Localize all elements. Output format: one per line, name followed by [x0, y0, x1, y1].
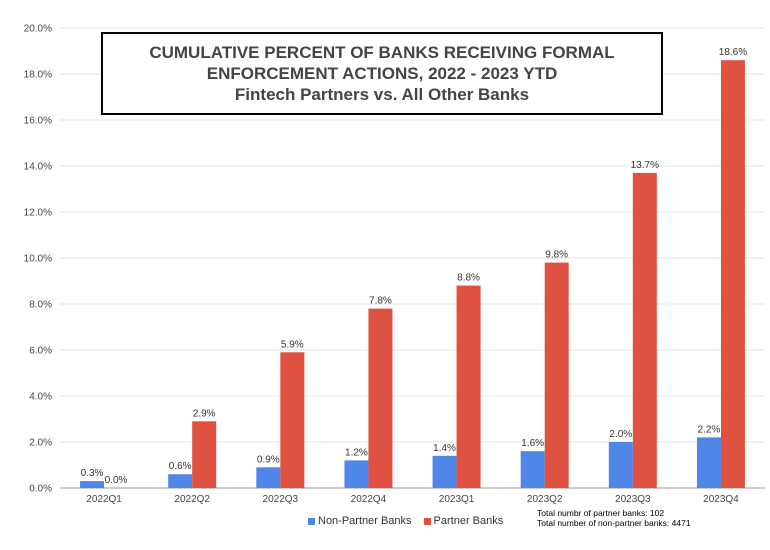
- bar-partner: [632, 172, 657, 488]
- data-label-partner: 2.9%: [193, 408, 216, 419]
- y-tick-label: 20.0%: [24, 24, 52, 35]
- legend-label-partner: Partner Banks: [433, 515, 504, 527]
- bar-partner: [192, 421, 217, 488]
- legend-item-non-partner: Non-Partner Banks: [308, 515, 412, 527]
- y-tick-label: 16.0%: [24, 116, 52, 127]
- chart-title-line-2: ENFORCEMENT ACTIONS, 2022 - 2023 YTD: [206, 64, 558, 83]
- legend: Non-Partner Banks Partner Banks: [308, 515, 515, 527]
- bar-non-partner: [520, 451, 545, 488]
- data-label-partner: 5.9%: [281, 339, 304, 350]
- bar-non-partner: [608, 442, 633, 488]
- note-non-partner-count: Total number of non-partner banks: 4471: [537, 518, 691, 528]
- bar-partner: [368, 308, 393, 488]
- data-label-non-partner: 1.2%: [345, 447, 368, 458]
- bar-non-partner: [256, 467, 281, 488]
- y-tick-label: 8.0%: [29, 300, 52, 311]
- bar-non-partner: [696, 437, 721, 488]
- legend-label-non-partner: Non-Partner Banks: [318, 515, 412, 527]
- bar-partner: [720, 60, 745, 488]
- data-label-partner: 0.0%: [105, 475, 128, 486]
- note-partner-count: Total numbr of partner banks: 102: [537, 508, 665, 518]
- bar-non-partner: [344, 460, 369, 488]
- data-labels: 0.3%0.0% 0.6% 2.9% 0.9% 5.9% 1.2% 7.8% 1.4% 8.8%…: [81, 47, 748, 486]
- y-tick-label: 4.0%: [29, 392, 52, 403]
- bar-partner: [280, 352, 305, 488]
- legend-swatch-partner: [423, 517, 431, 525]
- x-axis-ticks: 2022Q1 2022Q2 2022Q3 2022Q4 2023Q1 2023Q2 2023…: [86, 494, 739, 505]
- chart-notes: Total numbr of partner banks: 102 Total …: [537, 508, 691, 528]
- data-label-non-partner: 1.6%: [521, 438, 544, 449]
- y-tick-label: 0.0%: [29, 484, 52, 495]
- y-tick-label: 2.0%: [29, 438, 52, 449]
- data-label-non-partner: 0.3%: [81, 468, 104, 479]
- legend-swatch-non-partner: [308, 517, 315, 525]
- y-tick-label: 6.0%: [29, 346, 52, 357]
- y-tick-label: 18.0%: [24, 70, 52, 81]
- x-tick-label: 2022Q4: [351, 494, 387, 505]
- y-axis-ticks: 0.0% 2.0% 4.0% 6.0% 8.0% 10.0% 12.0% 14.0% 16.0%…: [24, 24, 52, 495]
- data-label-partner: 7.8%: [369, 296, 392, 307]
- x-tick-label: 2023Q2: [527, 494, 563, 505]
- x-tick-label: 2022Q2: [174, 494, 210, 505]
- y-tick-label: 14.0%: [24, 162, 52, 173]
- bar-partner: [544, 262, 569, 488]
- data-label-partner: 13.7%: [631, 160, 659, 171]
- y-tick-label: 12.0%: [24, 208, 52, 219]
- bar-non-partner: [168, 474, 193, 488]
- data-label-partner: 9.8%: [545, 250, 568, 261]
- data-label-non-partner: 2.2%: [698, 424, 721, 435]
- data-label-non-partner: 2.0%: [609, 429, 632, 440]
- x-tick-label: 2023Q3: [615, 494, 651, 505]
- x-tick-label: 2023Q4: [703, 494, 739, 505]
- data-label-non-partner: 1.4%: [433, 443, 456, 454]
- bars: [80, 60, 745, 488]
- data-label-non-partner: 0.9%: [257, 454, 280, 465]
- y-tick-label: 10.0%: [24, 254, 52, 265]
- chart-title: CUMULATIVE PERCENT OF BANKS RECEIVING FO…: [101, 32, 663, 115]
- x-tick-label: 2022Q3: [263, 494, 299, 505]
- legend-item-partner: Partner Banks: [423, 515, 504, 527]
- chart-title-line-3: Fintech Partners vs. All Other Banks: [234, 85, 530, 104]
- chart-title-line-1: CUMULATIVE PERCENT OF BANKS RECEIVING FO…: [149, 43, 615, 62]
- bar-partner: [456, 285, 481, 488]
- bar-non-partner: [432, 455, 457, 488]
- x-tick-label: 2022Q1: [86, 494, 122, 505]
- data-label-partner: 8.8%: [457, 273, 480, 284]
- bar-non-partner: [80, 481, 105, 488]
- data-label-non-partner: 0.6%: [169, 461, 192, 472]
- x-tick-label: 2023Q1: [439, 494, 475, 505]
- data-label-partner: 18.6%: [719, 47, 747, 58]
